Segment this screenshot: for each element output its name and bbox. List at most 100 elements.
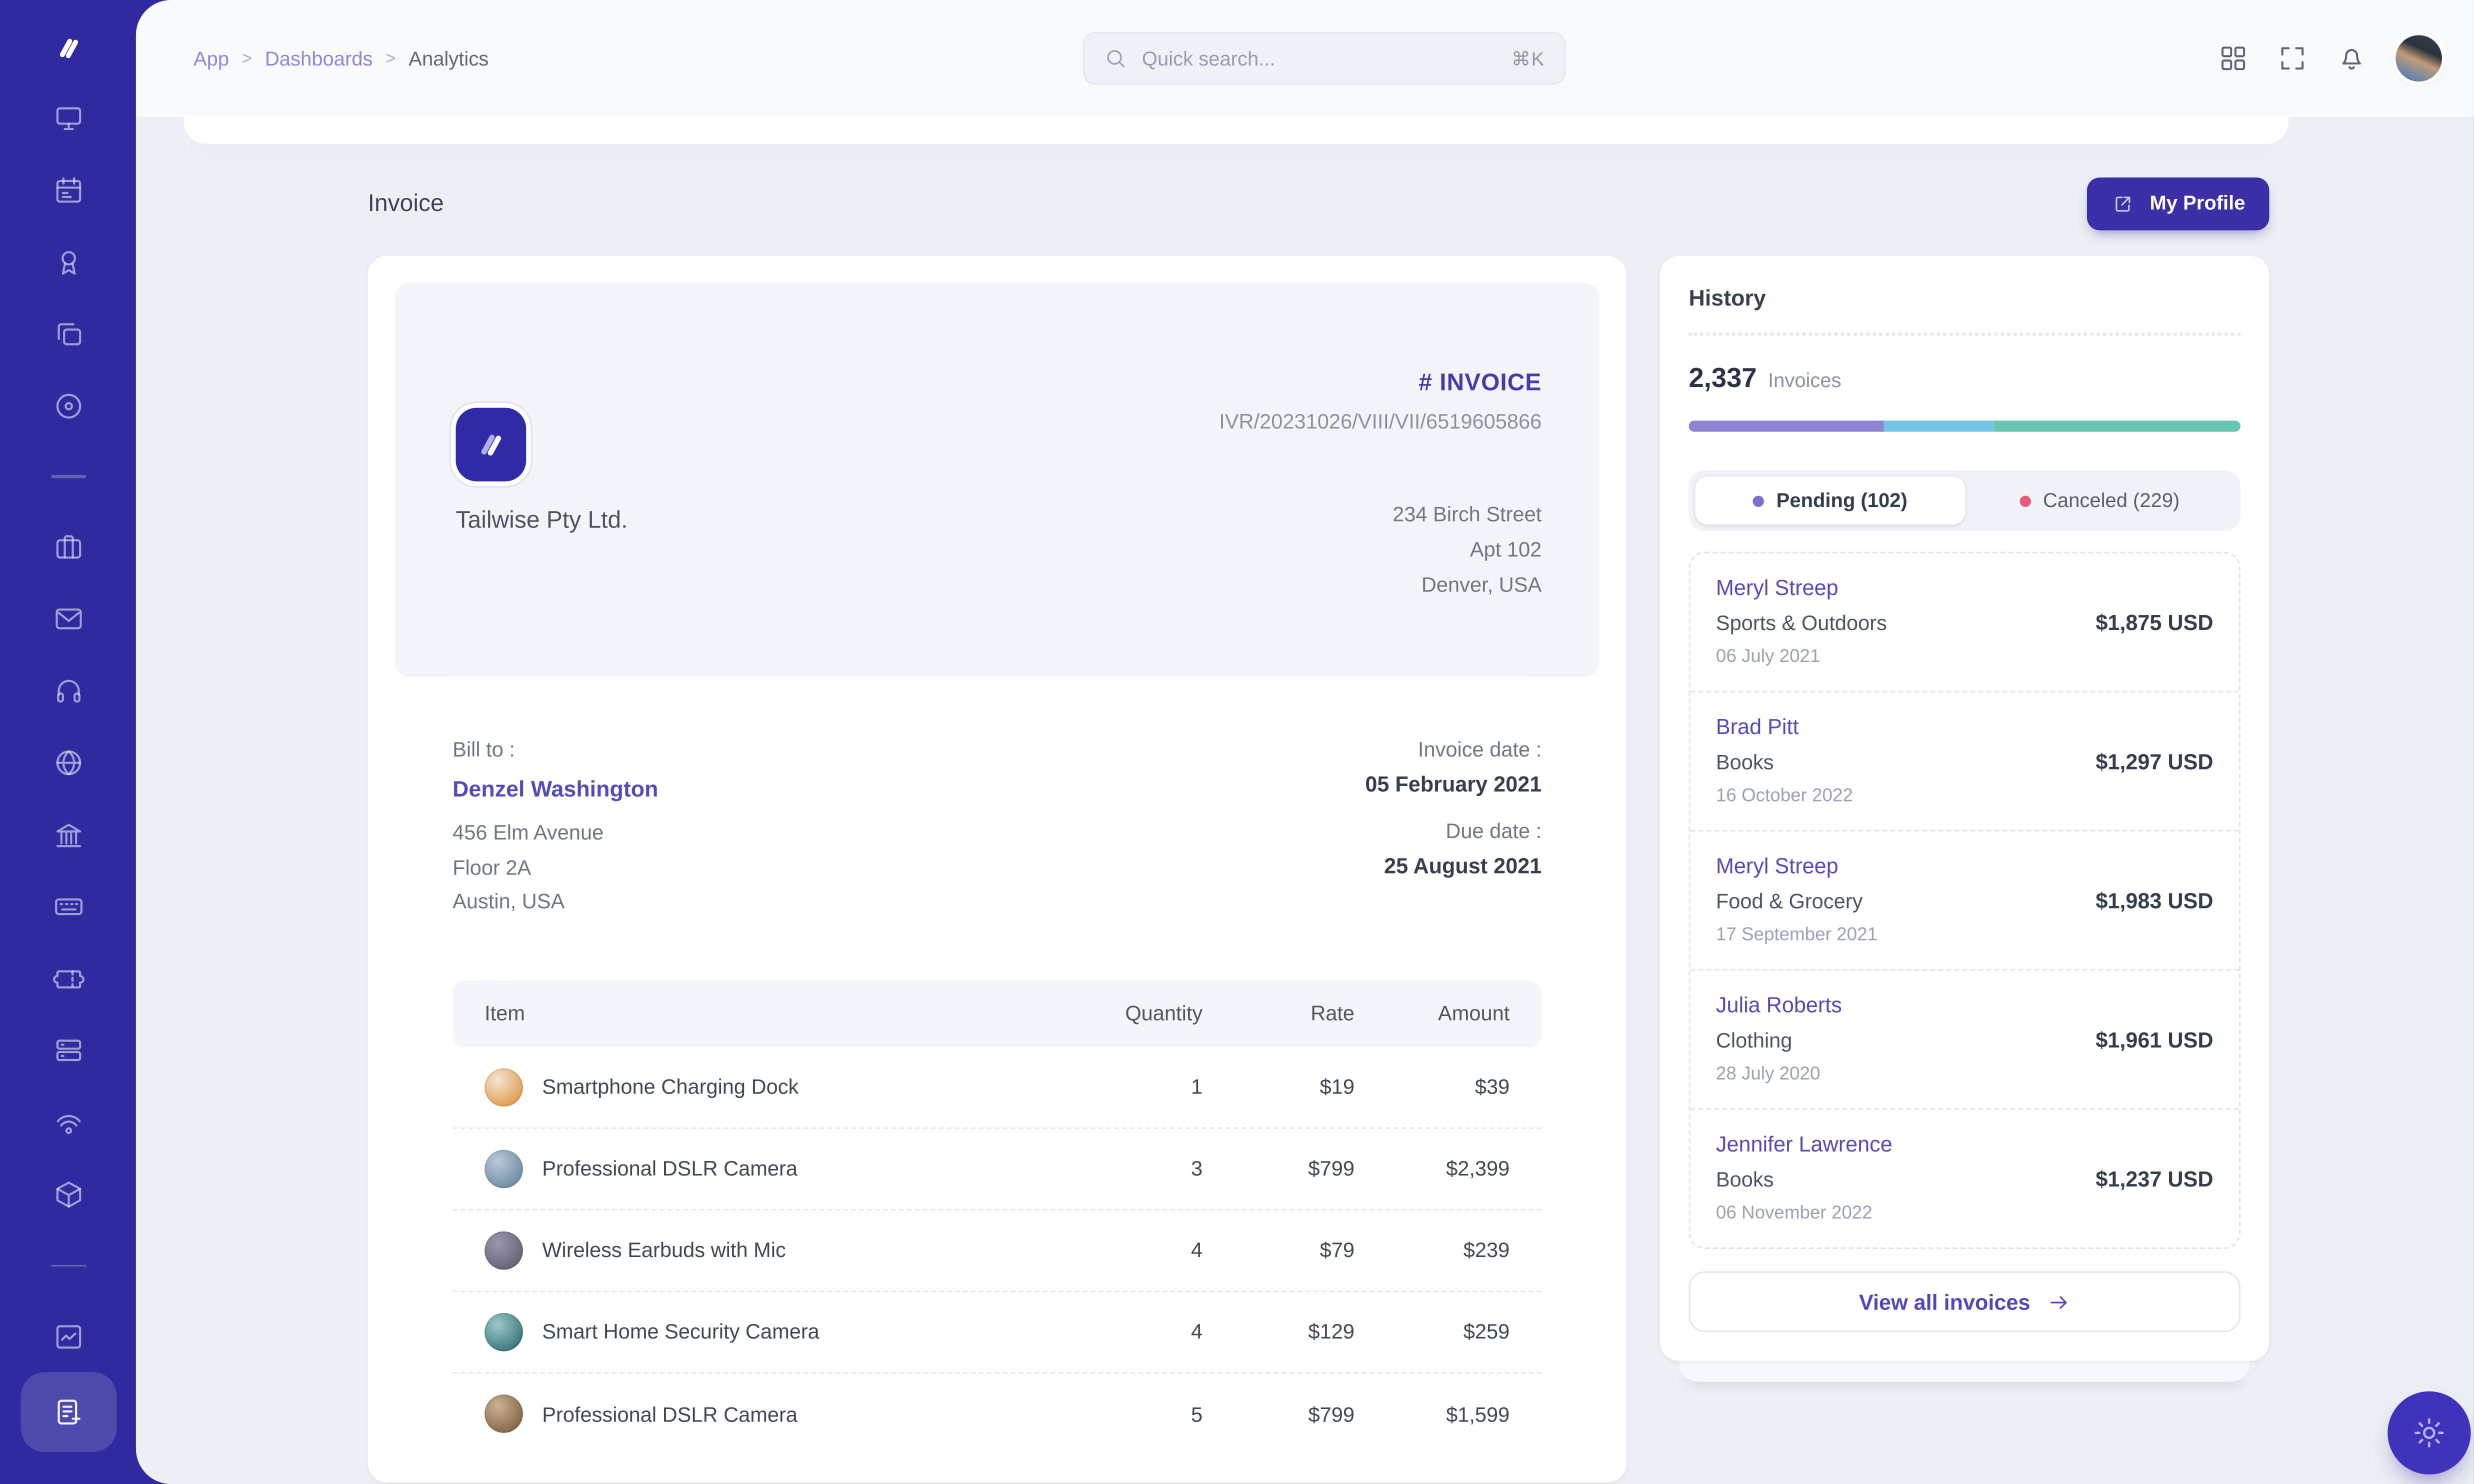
history-column: History 2,337 Invoices Pending (102) Canc… (1660, 256, 2270, 1382)
history-entry[interactable]: Jennifer Lawrence Books 06 November 2022 $1… (1690, 1110, 2239, 1248)
table-body: Smartphone Charging Dock 1 $19 $39 Professio… (452, 1046, 1542, 1454)
bill-to-label: Bill to : (452, 737, 515, 762)
history-entry[interactable]: Brad Pitt Books 16 October 2022 $1,297 USD (1690, 692, 2239, 832)
history-entry[interactable]: Julia Roberts Clothing 28 July 2020 $1,961 … (1690, 970, 2239, 1110)
sidebar-item-invoice[interactable] (20, 1372, 116, 1452)
view-all-invoices-button[interactable]: View all invoices (1688, 1271, 2240, 1332)
entry-category: Books (1716, 1167, 1774, 1192)
bank-icon (52, 819, 84, 851)
my-profile-button[interactable]: My Profile (2087, 176, 2270, 230)
dotted-divider (1688, 332, 2240, 336)
quick-search[interactable]: ⌘K (1082, 32, 1566, 85)
copy-icon (52, 318, 84, 350)
product-thumbnail (484, 1394, 523, 1433)
entry-info: Brad Pitt Books 16 October 2022 (1716, 713, 1853, 809)
sidebar-divider (50, 1264, 86, 1267)
sidebar-item-award[interactable] (20, 226, 116, 298)
company-address: 234 Birch Street Apt 102 Denver, USA (1392, 502, 1542, 597)
fullscreen-icon[interactable] (2278, 43, 2308, 74)
page-title: Invoice (368, 190, 444, 217)
product-thumbnail (484, 1312, 523, 1351)
history-card: History 2,337 Invoices Pending (102) Canc… (1660, 256, 2270, 1361)
chart-icon (52, 1320, 84, 1352)
mail-icon (52, 603, 84, 635)
amount-cell: $39 (1474, 1074, 1510, 1099)
invoice-count: 2,337 (1688, 363, 1757, 394)
history-entry[interactable]: Meryl Streep Sports & Outdoors 06 July 202… (1690, 554, 2239, 692)
sidebar-item-podcast[interactable] (20, 1086, 116, 1158)
sidebar-item-mail[interactable] (20, 583, 116, 655)
item-name: Smart Home Security Camera (542, 1319, 820, 1344)
amount-cell: $1,599 (1446, 1402, 1510, 1426)
podcast-icon (52, 1106, 84, 1138)
rate-cell: $799 (1308, 1156, 1355, 1180)
sidebar-item-copy[interactable] (20, 298, 116, 370)
notifications-bell-icon[interactable] (2336, 43, 2367, 74)
sidebar-item-bank[interactable] (20, 799, 116, 871)
rate-cell: $19 (1320, 1074, 1355, 1099)
invoice-brand: Tailwise Pty Ltd. (456, 370, 628, 676)
item-name: Professional DSLR Camera (542, 1156, 798, 1180)
product-thumbnail (484, 1149, 523, 1188)
sidebar-item-chart[interactable] (20, 1300, 116, 1372)
briefcase-icon (52, 531, 84, 563)
invoice-date-value: 05 February 2021 (1365, 772, 1542, 796)
line-items-table: Item Quantity Rate Amount Smartphone Cha… (452, 980, 1542, 1454)
tab-pending[interactable]: Pending (102) (1695, 476, 1965, 525)
search-shortcut: ⌘K (1511, 47, 1545, 70)
column-rate: Rate (1310, 1001, 1355, 1026)
history-list: Meryl Streep Sports & Outdoors 06 July 202… (1688, 552, 2240, 1249)
monitor-icon (52, 102, 84, 134)
sidebar-item-disc[interactable] (20, 370, 116, 442)
search-input[interactable] (1142, 47, 1497, 70)
quantity-cell: 5 (1191, 1402, 1203, 1426)
entry-customer-name: Meryl Streep (1716, 854, 1838, 878)
entry-date: 28 July 2020 (1716, 1065, 1820, 1084)
search-icon (1104, 46, 1128, 70)
globe-icon (52, 747, 84, 779)
award-icon (52, 246, 84, 278)
item-cell: Smart Home Security Camera (452, 1312, 1026, 1351)
archive-icon (52, 1034, 84, 1066)
entry-amount: $1,297 USD (2096, 749, 2214, 774)
tab-label: Pending (102) (1776, 489, 1908, 512)
sidebar-item-monitor[interactable] (20, 82, 116, 154)
status-dot (2019, 494, 2030, 506)
ticket-icon (52, 962, 84, 994)
app-logo[interactable] (20, 13, 116, 82)
breadcrumb-dashboards[interactable]: Dashboards (264, 47, 373, 70)
user-avatar[interactable] (2396, 35, 2442, 82)
bill-to-name[interactable]: Denzel Washington (452, 776, 658, 802)
apps-grid-icon[interactable] (2218, 43, 2248, 74)
progress-segment-3 (1994, 420, 2240, 432)
breadcrumb: App > Dashboards > Analytics (194, 47, 488, 70)
main-panel: App > Dashboards > Analytics ⌘K Invoi (136, 0, 2474, 1484)
entry-category: Sports & Outdoors (1716, 610, 1887, 635)
breadcrumb-app[interactable]: App (194, 47, 230, 70)
sidebar-divider (50, 474, 86, 478)
tab-canceled[interactable]: Canceled (229) (1964, 476, 2234, 524)
table-row: Wireless Earbuds with Mic 4 $79 $239 (452, 1210, 1542, 1292)
arrow-right-icon (2046, 1290, 2070, 1314)
sidebar-item-calendar[interactable] (20, 154, 116, 226)
item-name: Wireless Earbuds with Mic (542, 1238, 786, 1262)
sidebar-item-briefcase[interactable] (20, 511, 116, 583)
scrolled-card-edge (184, 116, 2288, 144)
entry-amount: $1,961 USD (2096, 1027, 2214, 1052)
sidebar-item-archive[interactable] (20, 1014, 116, 1086)
sidebar-item-package[interactable] (20, 1158, 116, 1230)
sidebar-item-globe[interactable] (20, 727, 116, 799)
history-entry[interactable]: Meryl Streep Food & Grocery 17 September 2… (1690, 832, 2239, 971)
sidebar (0, 0, 136, 1484)
breadcrumb-separator: > (242, 48, 252, 68)
sidebar-item-ticket[interactable] (20, 942, 116, 1014)
progress-segment-1 (1688, 420, 1885, 432)
product-thumbnail (484, 1067, 523, 1106)
sidebar-item-headphones[interactable] (20, 655, 116, 727)
settings-fab[interactable] (2388, 1391, 2471, 1474)
quantity-cell: 1 (1191, 1074, 1203, 1099)
quantity-cell: 4 (1191, 1238, 1203, 1262)
entry-date: 06 July 2021 (1716, 648, 1820, 667)
billing-section: Bill to : Denzel Washington 456 Elm Aven… (452, 737, 1542, 918)
sidebar-item-keyboard[interactable] (20, 871, 116, 943)
